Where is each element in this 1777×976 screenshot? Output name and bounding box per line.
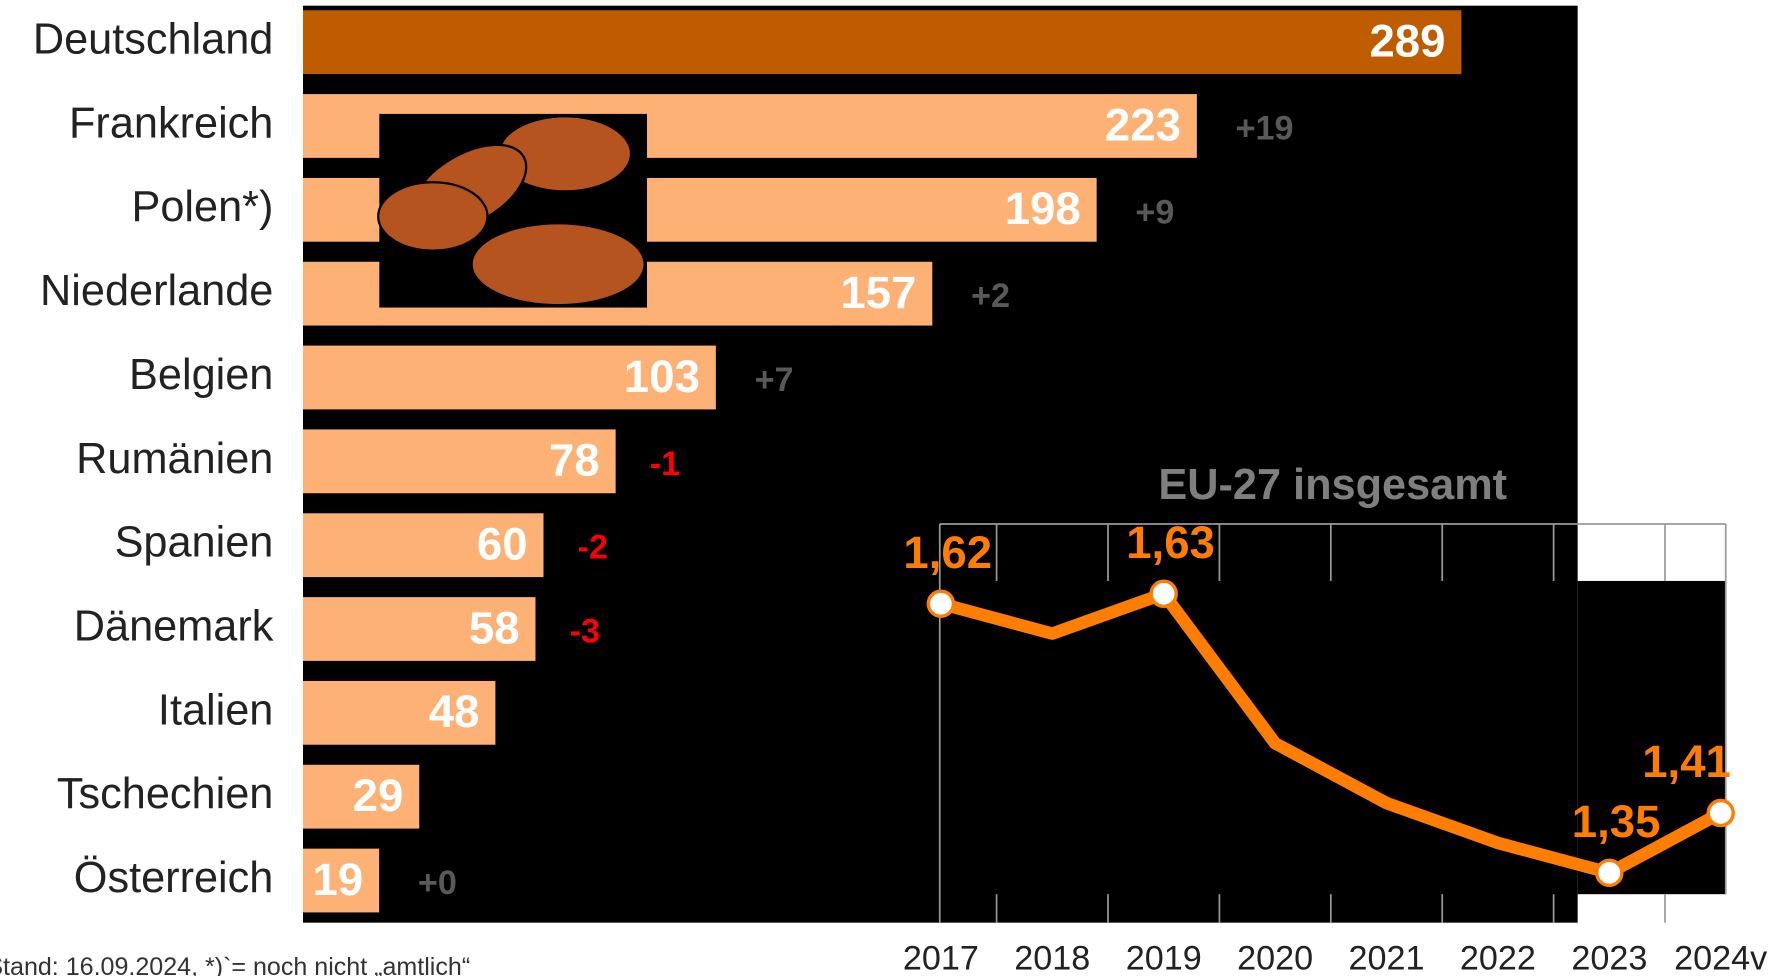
value-label: 19 — [313, 854, 364, 905]
bar — [303, 764, 420, 829]
value-label: 1,62 — [903, 527, 992, 578]
inset-layer: EU-27 insgesamt 2017 2018 2019 2020 2021 2022 2… — [903, 461, 1767, 976]
change-label: -2 — [578, 529, 608, 567]
value-label: 223 — [1105, 99, 1181, 150]
x-tick-label: 2023 — [1571, 939, 1647, 976]
x-tick-label: 2024v — [1674, 939, 1767, 976]
line — [939, 587, 1724, 880]
value-label: 60 — [477, 518, 528, 569]
change-label: +2 — [971, 277, 1010, 315]
bar — [303, 513, 544, 578]
potato-picture — [377, 113, 648, 308]
inset-background — [1577, 580, 1726, 895]
point — [1706, 798, 1735, 828]
category-label: Belgien — [129, 351, 273, 399]
value-label: 103 — [624, 351, 700, 402]
category-label: Niederlande — [40, 267, 273, 315]
category-label: Deutschland — [33, 16, 274, 64]
category-label: Österreich — [74, 854, 274, 902]
value-label: 289 — [1369, 15, 1445, 66]
footnote: Stand: 16.09.2024, *)`= noch nicht „amtl… — [0, 953, 470, 976]
change-label: +7 — [755, 361, 794, 399]
change-label: -1 — [650, 445, 680, 483]
x-tick-label: 2021 — [1349, 939, 1425, 976]
value-label: 1,41 — [1642, 736, 1731, 787]
category-label: Italien — [158, 686, 273, 734]
bar — [303, 680, 496, 745]
bar — [303, 345, 716, 410]
change-label: -3 — [570, 613, 600, 651]
value-label: 29 — [353, 770, 404, 821]
bar — [303, 10, 1462, 75]
x-tick-label: 2020 — [1237, 939, 1313, 976]
inset-title: EU-27 insgesamt — [1158, 461, 1507, 509]
chart-body: Deutschland 289 Frankreich 223 +19 Polen*) 198… — [0, 5, 1767, 976]
category-label: Frankreich — [69, 99, 273, 147]
change-label: +19 — [1236, 110, 1294, 148]
bar — [303, 429, 616, 494]
change-label: +9 — [1135, 193, 1174, 231]
value-label: 157 — [840, 267, 916, 318]
value-label: 78 — [549, 435, 600, 486]
x-tick-label: 2018 — [1014, 939, 1090, 976]
category-label: Spanien — [115, 519, 274, 567]
category-label: Dänemark — [74, 602, 274, 650]
bar — [303, 597, 536, 661]
category-label: Tschechien — [57, 770, 273, 818]
value-label: 58 — [469, 602, 520, 653]
point — [926, 589, 956, 618]
value-label: 48 — [429, 686, 480, 737]
point — [1595, 858, 1624, 888]
x-tick-label: 2022 — [1460, 939, 1536, 976]
x-tick-label: 2019 — [1126, 939, 1202, 976]
value-label: 1,63 — [1126, 517, 1215, 568]
category-label: Polen*) — [131, 183, 273, 231]
point — [1149, 579, 1178, 608]
change-label: +0 — [418, 864, 457, 902]
category-label: Rumänien — [76, 435, 273, 483]
x-tick-label: 2017 — [903, 939, 979, 976]
bar — [303, 848, 380, 913]
value-label: 198 — [1005, 183, 1081, 234]
value-label: 1,35 — [1572, 796, 1661, 847]
